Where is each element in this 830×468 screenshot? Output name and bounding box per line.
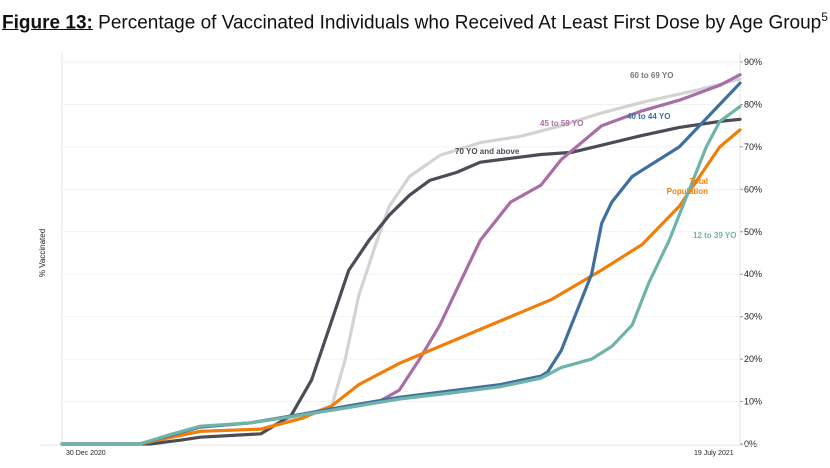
title-text: Percentage of Vaccinated Individuals who… — [98, 12, 822, 34]
series-label: 12 to 39 YO — [693, 231, 736, 240]
y-tick-label: 10% — [744, 397, 762, 407]
series-line-45-to-59-yo — [60, 73, 742, 446]
series-line-70-yo-and-above — [60, 117, 742, 446]
series-line-12-to-39-yo — [60, 105, 742, 446]
y-axis-label: % Vaccinated — [38, 229, 47, 277]
series-label: Total — [689, 177, 708, 186]
x-tick-label: 19 July 2021 — [694, 450, 734, 457]
title-footnote: 5 — [821, 10, 828, 24]
figure-number: Figure 13: — [2, 12, 93, 34]
y-tick-label: 50% — [744, 227, 762, 237]
y-tick-label: 20% — [744, 354, 762, 364]
y-tick-label: 60% — [744, 184, 762, 194]
y-tick-label: 0% — [744, 439, 757, 449]
y-tick-label: 90% — [744, 57, 762, 67]
series-label: Population — [667, 187, 708, 196]
y-tick-label: 40% — [744, 269, 762, 279]
series-label: 70 YO and above — [455, 147, 520, 156]
series-label: 40 to 44 YO — [627, 112, 670, 121]
chart-title: Figure 13: Percentage of Vaccinated Indi… — [0, 6, 830, 34]
y-tick-label: 80% — [744, 99, 762, 109]
y-tick-label: 70% — [744, 142, 762, 152]
y-tick-label: 30% — [744, 312, 762, 322]
x-tick-label: 30 Dec 2020 — [66, 450, 106, 457]
series-line-total-population — [60, 128, 742, 446]
series-label: 45 to 59 YO — [540, 119, 583, 128]
series-label: 60 to 69 YO — [630, 71, 673, 80]
